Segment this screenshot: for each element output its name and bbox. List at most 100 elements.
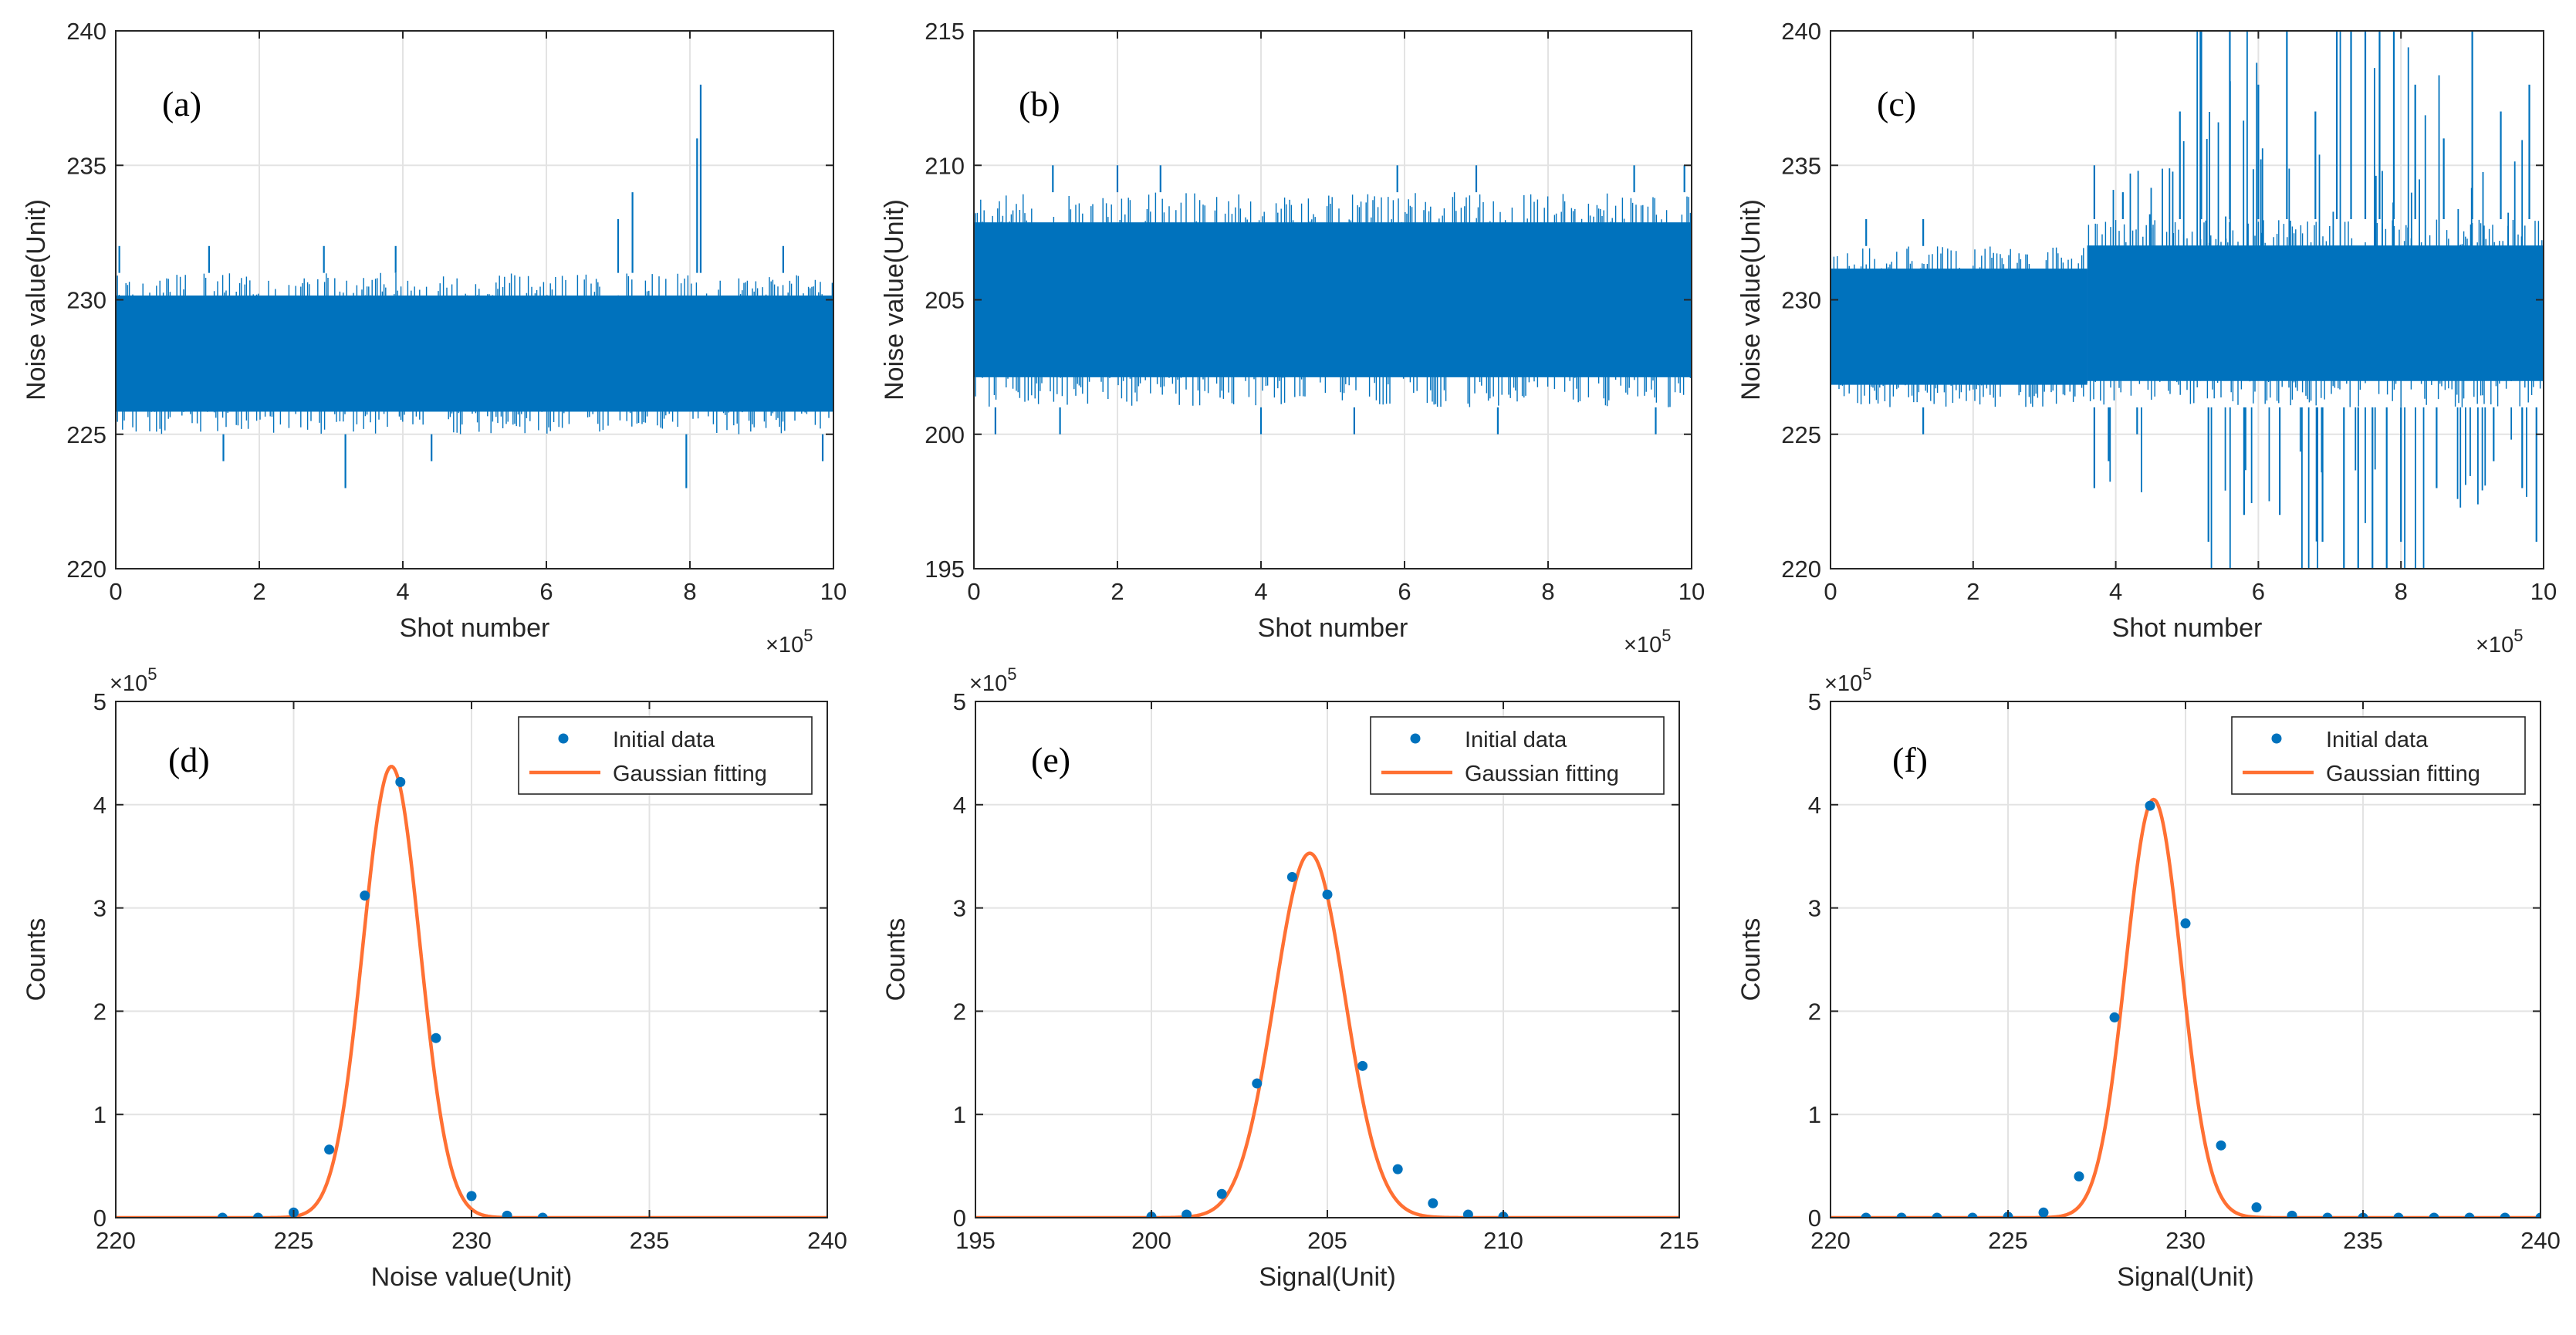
data-layer: [1831, 797, 2541, 1218]
x-tick-label: 200: [1131, 1227, 1171, 1254]
data-point: [1357, 1060, 1368, 1071]
y-tick-label: 220: [1781, 556, 1821, 583]
x-tick-label: 6: [539, 578, 553, 605]
y-tick-label: 3: [93, 895, 106, 922]
y-tick-label: 2: [1808, 998, 1821, 1025]
x-tick-label: 2: [1111, 578, 1124, 605]
y-tick-label: 5: [953, 688, 966, 715]
y-tick-label: 0: [1808, 1205, 1821, 1232]
x-tick-label: 235: [2343, 1227, 2383, 1254]
data-point: [1392, 1164, 1403, 1174]
panel-label: (a): [162, 84, 201, 123]
legend-box: [1370, 716, 1665, 795]
data-point: [2180, 918, 2191, 929]
x-multiplier-exp: 5: [2513, 626, 2523, 645]
y-tick-label: 235: [66, 152, 106, 179]
data-point: [2074, 1171, 2084, 1181]
x-tick-label: 240: [2520, 1227, 2561, 1254]
data-point: [217, 1212, 228, 1218]
y-axis-title: Noise value(Unit): [880, 199, 909, 400]
x-tick-label: 6: [1398, 578, 1411, 605]
data-point: [2464, 1212, 2475, 1218]
y-tick-label: 200: [925, 421, 965, 448]
y-tick-label: 1: [93, 1101, 106, 1128]
chart-panel-2: 0 2 4 6 8 10 195 200 205 210 215 Shot number Noise v…: [880, 18, 1705, 657]
data-point: [1182, 1209, 1192, 1218]
legend-marker-points: [2271, 733, 2282, 744]
y-axis-title: Counts: [22, 918, 51, 1002]
x-tick-label: 0: [967, 578, 980, 605]
gaussian-fit-line: [1831, 797, 2541, 1218]
data-point: [1286, 871, 1297, 882]
data-point: [2500, 1212, 2510, 1218]
y-tick-label: 4: [1808, 792, 1821, 819]
panel-label: (c): [1877, 84, 1916, 123]
y-multiplier-exp: 5: [1007, 664, 1016, 684]
x-tick-label: 2: [1966, 578, 1979, 605]
data-point: [2251, 1202, 2262, 1213]
x-tick-label: 10: [1678, 578, 1705, 605]
y-tick-label: 205: [925, 287, 965, 314]
data-point: [1252, 1078, 1263, 1089]
y-tick-label: 230: [1781, 287, 1821, 314]
data-point: [502, 1210, 512, 1218]
y-tick-label: 225: [1781, 421, 1821, 448]
x-multiplier: ×105: [1624, 626, 1671, 657]
legend-label: Gaussian fitting: [613, 762, 767, 786]
x-tick-label: 0: [109, 578, 122, 605]
x-tick-label: 10: [2530, 578, 2557, 605]
x-tick-label: 10: [820, 578, 847, 605]
panel-label: (d): [168, 740, 210, 779]
panel-label: (b): [1019, 84, 1060, 123]
x-tick-label: 4: [1254, 578, 1267, 605]
data-point: [1462, 1209, 1473, 1218]
x-axis-title: Shot number: [2112, 613, 2263, 643]
chart-panel-6: 220 225 230 235 240 0 1 2 3 4 5 Signal(Unit) Counts ×…: [1736, 664, 2561, 1292]
x-axis-title: Noise value(Unit): [371, 1262, 573, 1292]
x-tick-label: 220: [1810, 1227, 1851, 1254]
legend: Initial data Gaussian fitting: [1370, 716, 1665, 795]
legend-label: Gaussian fitting: [1465, 762, 1619, 786]
x-axis-title: Signal(Unit): [2117, 1262, 2254, 1292]
legend-marker-points: [558, 733, 569, 744]
y-tick-label: 3: [953, 895, 966, 922]
x-tick-label: 2: [252, 578, 265, 605]
y-tick-label: 220: [66, 556, 106, 583]
chart-panel-4: 220 225 230 235 240 0 1 2 3 4 5 Noise value(Unit) Co…: [22, 664, 847, 1292]
y-tick-label: 2: [93, 998, 106, 1025]
y-tick-label: 240: [66, 18, 106, 45]
data-point: [1322, 889, 1333, 900]
x-tick-label: 8: [2395, 578, 2408, 605]
y-tick-label: 0: [953, 1205, 966, 1232]
x-tick-label: 205: [1307, 1227, 1347, 1254]
panel-label: (e): [1031, 740, 1070, 779]
y-axis-title: Noise value(Unit): [1736, 199, 1766, 400]
data-point: [1967, 1212, 1978, 1218]
x-tick-label: 6: [2252, 578, 2265, 605]
x-tick-label: 8: [1541, 578, 1554, 605]
x-tick-label: 230: [2165, 1227, 2206, 1254]
x-tick-label: 240: [807, 1227, 847, 1254]
data-point: [395, 776, 406, 787]
y-tick-label: 5: [1808, 688, 1821, 715]
x-axis-title: Shot number: [400, 613, 550, 643]
legend: Initial data Gaussian fitting: [2231, 716, 2526, 795]
gaussian-fit-line: [116, 765, 827, 1218]
data-point: [1896, 1212, 1907, 1218]
data-point: [2393, 1212, 2404, 1218]
data-layer: [116, 84, 833, 488]
x-axis-title: Signal(Unit): [1259, 1262, 1396, 1292]
noise-band: [974, 222, 1692, 377]
y-tick-label: 210: [925, 152, 965, 179]
y-tick-label: 3: [1808, 895, 1821, 922]
x-tick-label: 230: [451, 1227, 492, 1254]
data-point: [431, 1033, 441, 1043]
y-multiplier: ×105: [969, 664, 1016, 696]
data-point: [2038, 1207, 2049, 1218]
legend-label: Initial data: [1465, 728, 1567, 752]
legend-box: [2231, 716, 2526, 795]
legend-box: [518, 716, 813, 795]
y-multiplier: ×105: [110, 664, 157, 696]
noise-band: [2087, 245, 2544, 381]
